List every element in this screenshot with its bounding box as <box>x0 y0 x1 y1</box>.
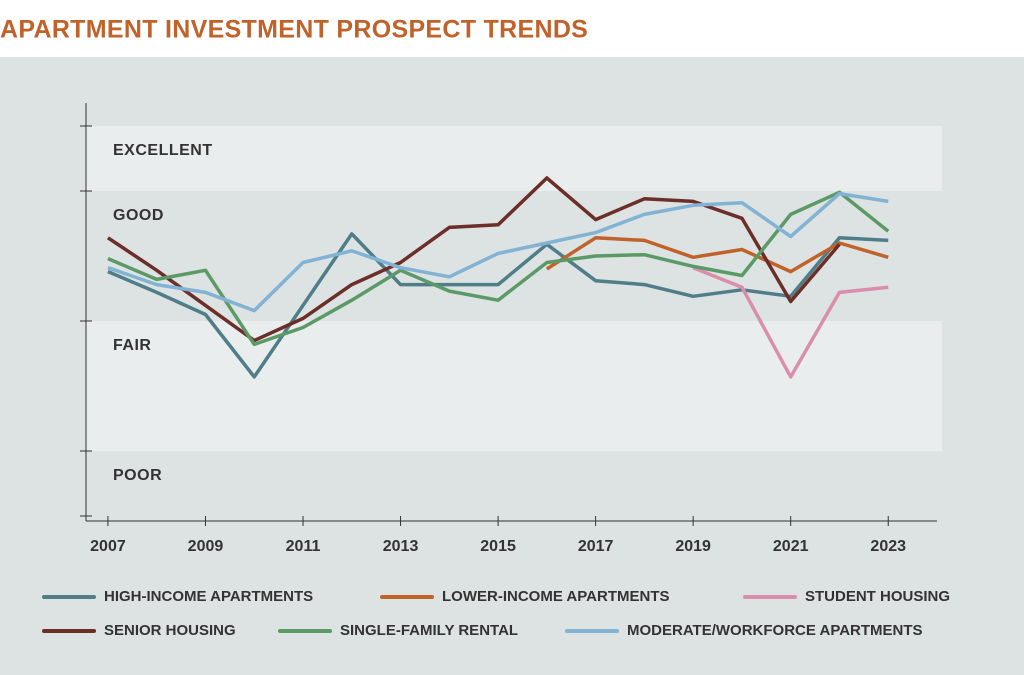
band <box>86 126 942 191</box>
x-tick-label: 2023 <box>870 538 906 555</box>
series-line <box>692 266 889 379</box>
legend-label: LOWER-INCOME APARTMENTS <box>442 588 669 605</box>
x-tick-label: 2019 <box>675 538 711 555</box>
x-tick-label: 2021 <box>773 538 809 555</box>
x-tick-label: 2007 <box>90 538 126 555</box>
chart-title: APARTMENT INVESTMENT PROSPECT TRENDS <box>0 16 588 44</box>
series-line <box>107 190 890 347</box>
x-tick-label: 2013 <box>383 538 419 555</box>
legend-label: STUDENT HOUSING <box>805 588 950 605</box>
band-label: FAIR <box>113 337 151 354</box>
series-line <box>106 176 841 343</box>
band-label: GOOD <box>113 207 164 224</box>
band <box>86 451 942 516</box>
legend-label: SINGLE-FAMILY RENTAL <box>340 622 518 639</box>
legend-label: MODERATE/WORKFORCE APARTMENTS <box>627 622 923 639</box>
x-tick-label: 2011 <box>286 538 321 555</box>
x-tick-label: 2009 <box>188 538 224 555</box>
band-label: POOR <box>113 467 162 484</box>
series-line <box>107 191 889 313</box>
series-line <box>545 236 889 274</box>
x-tick-label: 2017 <box>578 538 614 555</box>
x-tick-label: 2015 <box>480 538 516 555</box>
band-label: EXCELLENT <box>113 142 213 159</box>
series-line <box>107 232 889 379</box>
legend-label: HIGH-INCOME APARTMENTS <box>104 588 313 605</box>
legend-label: SENIOR HOUSING <box>104 622 236 639</box>
